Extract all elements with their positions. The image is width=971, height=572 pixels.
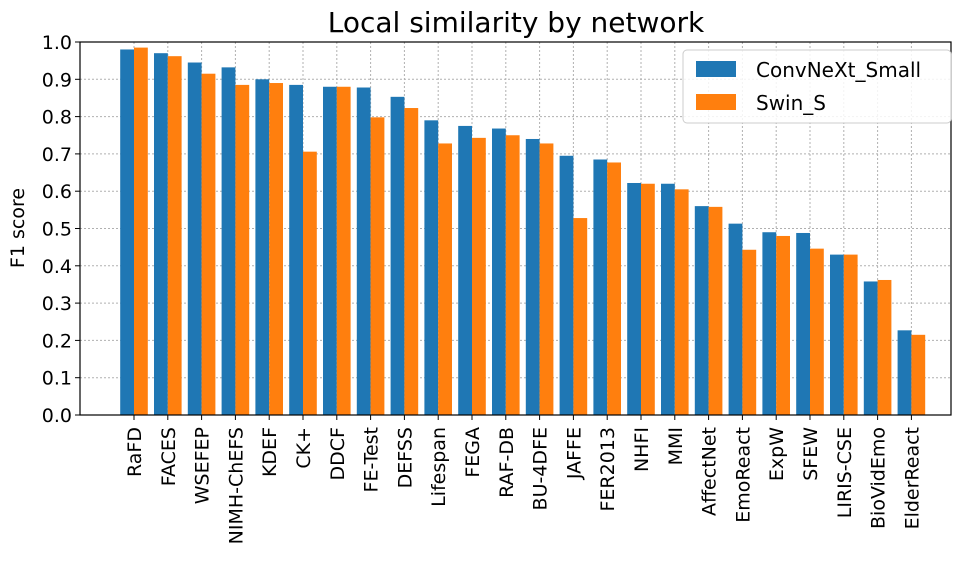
y-axis-label: F1 score — [7, 188, 29, 268]
x-tick-label: JAFFE — [563, 427, 585, 480]
x-tick-label: FEGA — [462, 427, 484, 478]
legend-box — [682, 49, 952, 124]
x-tick-label: FE-Test — [361, 427, 383, 492]
bar-swin-s-kdef — [269, 83, 283, 415]
chart-title: Local similarity by network — [328, 6, 705, 39]
bar-swin-s-jaffe — [573, 218, 588, 415]
bar-convnext-small-fe-test — [356, 87, 371, 416]
bar-swin-s-sfew — [810, 248, 824, 415]
x-tick-label: NIMH-ChEFS — [225, 427, 247, 544]
x-tick-label: WSEFEP — [192, 427, 214, 504]
x-tick-label: DDCF — [327, 427, 349, 480]
bar-swin-s-elderreact — [911, 334, 926, 415]
bar-convnext-small-biovidemo — [863, 281, 878, 415]
bar-convnext-small-rafd — [120, 49, 134, 416]
bar-swin-s-emoreact — [742, 249, 757, 415]
x-axis-ticks: RaFD FACES WSEFEP NIMH-ChEFS KDEF CK+ DDCF FE-T… — [124, 415, 923, 544]
x-tick-label: NHFI — [631, 427, 653, 472]
x-tick-label: ExpW — [766, 427, 788, 481]
x-tick-label: LIRIS-CSE — [834, 427, 856, 518]
bar-swin-s-expw — [776, 235, 790, 415]
bar-convnext-small-affectnet — [694, 206, 709, 415]
x-tick-label: Lifespan — [428, 427, 450, 507]
bar-convnext-small-liris-cse — [830, 254, 844, 415]
bar-convnext-small-elderreact — [897, 330, 912, 415]
x-tick-label: MMI — [665, 427, 687, 465]
bar-convnext-small-jaffe — [559, 155, 574, 415]
bar-convnext-small-defss — [390, 96, 405, 416]
y-tick-label: 0.8 — [42, 107, 72, 129]
bar-swin-s-wsefep — [201, 73, 216, 415]
bar-convnext-small-kdef — [255, 79, 270, 416]
bar-swin-s-faces — [167, 56, 182, 415]
y-tick-label: 0.0 — [42, 405, 72, 427]
bar-convnext-small-wsefep — [187, 62, 202, 415]
bar-swin-s-fer2013 — [607, 162, 621, 415]
bar-convnext-small-mmi — [661, 183, 675, 415]
bar-swin-s-affectnet — [708, 206, 723, 415]
bars — [120, 47, 926, 416]
x-tick-label: BU-4DFE — [530, 427, 552, 510]
x-tick-label: RAF-DB — [496, 427, 518, 498]
x-tick-label: FER2013 — [597, 427, 619, 512]
y-tick-label: 0.2 — [42, 330, 72, 352]
bar-swin-s-rafd — [134, 47, 148, 415]
x-tick-label: ElderReact — [901, 427, 923, 529]
y-tick-label: 0.4 — [42, 256, 72, 278]
bar-swin-s-fe-test — [370, 117, 385, 415]
bar-convnext-small-emoreact — [728, 223, 743, 415]
bar-swin-s-biovidemo — [877, 279, 892, 415]
x-tick-label: CK+ — [293, 427, 315, 469]
bar-convnext-small-bu-4dfe — [525, 138, 540, 416]
bar-convnext-small-faces — [154, 53, 168, 415]
bar-swin-s-raf-db — [505, 135, 520, 415]
bar-swin-s-liris-cse — [843, 254, 858, 415]
bar-swin-s-ck- — [303, 151, 317, 416]
legend-label-swin: Swin_S — [756, 91, 826, 115]
bar-swin-s-nhfi — [641, 183, 655, 415]
legend: ConvNeXt_Small Swin_S — [682, 49, 952, 124]
y-tick-label: 0.9 — [42, 69, 72, 91]
bar-convnext-small-sfew — [796, 232, 810, 415]
x-tick-label: DEFSS — [394, 427, 416, 488]
legend-swatch-swin — [696, 94, 736, 110]
y-tick-label: 0.6 — [42, 181, 72, 203]
bar-convnext-small-ck- — [289, 84, 303, 416]
bar-convnext-small-fega — [458, 125, 472, 416]
x-tick-label: SFEW — [800, 427, 822, 481]
y-axis-ticks: 0.0 0.1 0.2 0.3 0.4 0.5 0.6 0.7 0.8 0.9 1.0 — [42, 32, 80, 427]
bar-convnext-small-nhfi — [627, 182, 641, 415]
bar-swin-s-lifespan — [438, 143, 452, 415]
y-tick-label: 0.3 — [42, 293, 72, 315]
x-tick-label: BioVidEmo — [868, 427, 890, 529]
x-tick-label: RaFD — [124, 427, 146, 477]
x-tick-label: FACES — [158, 427, 180, 486]
bar-swin-s-nimh-chefs — [235, 84, 250, 416]
legend-label-convnext: ConvNeXt_Small — [756, 58, 921, 82]
y-tick-label: 1.0 — [42, 32, 72, 54]
bar-swin-s-defss — [404, 108, 419, 416]
bar-swin-s-mmi — [674, 189, 689, 415]
bar-swin-s-fega — [472, 137, 486, 415]
y-tick-label: 0.1 — [42, 368, 72, 390]
bar-swin-s-ddcf — [336, 86, 351, 415]
x-tick-label: EmoReact — [732, 427, 754, 523]
legend-swatch-convnext — [696, 61, 736, 77]
bar-convnext-small-ddcf — [323, 86, 337, 415]
bar-convnext-small-expw — [762, 232, 777, 415]
x-tick-label: AffectNet — [699, 427, 721, 516]
bar-convnext-small-fer2013 — [593, 159, 608, 415]
y-tick-label: 0.7 — [42, 144, 72, 166]
bar-convnext-small-raf-db — [492, 128, 506, 415]
bar-convnext-small-nimh-chefs — [221, 67, 236, 415]
bar-swin-s-bu-4dfe — [539, 143, 554, 415]
x-tick-label: KDEF — [259, 427, 281, 477]
bar-convnext-small-lifespan — [424, 120, 439, 415]
y-tick-label: 0.5 — [42, 219, 72, 241]
